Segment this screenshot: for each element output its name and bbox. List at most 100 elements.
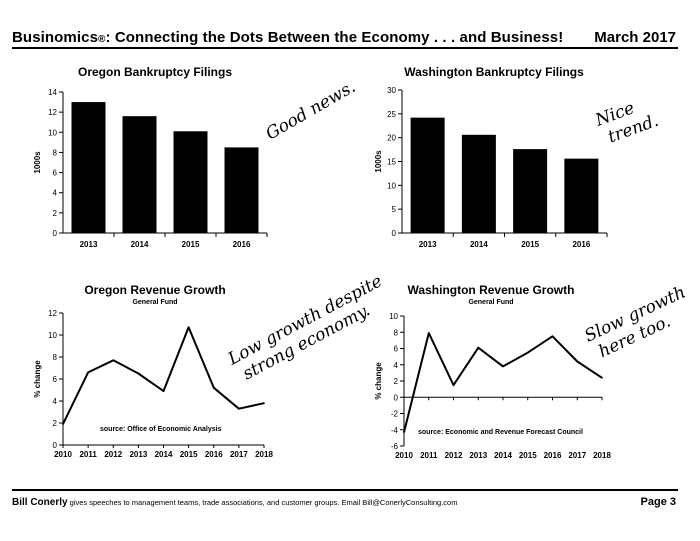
y-tick-label: 5 — [392, 205, 397, 214]
data-point — [187, 326, 190, 329]
source-note: source: Office of Economic Analysis — [100, 426, 222, 433]
y-tick-label: 8 — [53, 148, 58, 157]
x-tick-label: 2011 — [79, 450, 97, 459]
x-tick-label: 2013 — [129, 450, 147, 459]
y-tick-label: 25 — [387, 110, 396, 119]
x-tick-label: 2012 — [104, 450, 122, 459]
x-tick-label: 2014 — [155, 450, 173, 459]
x-tick-label: 2014 — [470, 240, 488, 249]
x-tick-label: 2017 — [568, 451, 586, 460]
data-point — [452, 384, 455, 386]
y-tick-label: 6 — [53, 169, 58, 178]
washington_revenue-chart: Washington Revenue Growth General Fund % c… — [374, 282, 698, 460]
footer-text: Bill Conerly gives speeches to managemen… — [12, 497, 458, 508]
x-tick-label: 2018 — [255, 450, 273, 459]
data-point — [212, 387, 215, 389]
bar — [224, 147, 259, 233]
chart-title: Washington Bankruptcy Filings — [404, 65, 584, 79]
handwritten-annotation: Nicetrend. — [592, 92, 661, 150]
annotation-line: Good news. — [263, 77, 360, 144]
y-axis-label: 1000s — [374, 150, 383, 173]
y-tick-label: 2 — [394, 377, 399, 386]
data-point — [427, 332, 430, 334]
x-tick-label: 2012 — [445, 451, 463, 460]
y-tick-label: 4 — [394, 361, 399, 370]
y-tick-label: 12 — [48, 108, 57, 117]
bar — [461, 134, 496, 233]
source-note: source: Economic and Revenue Forecast Co… — [418, 429, 583, 436]
chart-title: Washington Revenue Growth — [408, 283, 575, 297]
y-tick-label: 6 — [53, 375, 58, 384]
y-axis-label: % change — [374, 362, 383, 400]
chart-title: Oregon Revenue Growth — [84, 283, 225, 297]
y-tick-label: 2 — [53, 419, 58, 428]
chart-subtitle: General Fund — [132, 299, 177, 306]
data-point — [403, 431, 405, 433]
oregon_revenue-chart: Oregon Revenue Growth General Fund % chang… — [33, 271, 395, 459]
bar — [513, 149, 548, 233]
y-tick-label: 8 — [53, 353, 58, 362]
footer-rule — [12, 489, 678, 491]
x-tick-label: 2015 — [182, 240, 200, 249]
bar — [564, 158, 599, 233]
x-tick-label: 2016 — [572, 240, 590, 249]
y-tick-label: 0 — [53, 441, 58, 450]
y-tick-label: 2 — [53, 209, 58, 218]
data-point — [137, 372, 140, 375]
chart-subtitle: General Fund — [468, 299, 513, 306]
y-tick-label: 0 — [392, 229, 397, 238]
data-point — [551, 335, 554, 338]
page-date: March 2017 — [594, 29, 676, 46]
x-tick-label: 2015 — [180, 450, 198, 459]
y-tick-label: 10 — [387, 181, 396, 190]
data-point — [601, 376, 603, 379]
chart-title: Oregon Bankruptcy Filings — [78, 65, 232, 79]
x-tick-label: 2010 — [54, 450, 72, 459]
washington_bankruptcy-chart: Washington Bankruptcy Filings 1000s 0 5 10 15… — [374, 65, 661, 249]
y-tick-label: 12 — [48, 309, 57, 318]
y-axis-label: % change — [33, 360, 42, 398]
x-tick-label: 2014 — [494, 451, 512, 460]
x-tick-label: 2013 — [419, 240, 437, 249]
y-tick-label: -4 — [391, 426, 399, 435]
y-tick-label: 0 — [53, 229, 58, 238]
series-line — [403, 332, 603, 433]
x-tick-label: 2018 — [593, 451, 611, 460]
handwritten-annotation: Slow growthhere too. — [582, 282, 698, 364]
data-point — [87, 371, 89, 374]
data-point — [162, 390, 165, 392]
y-tick-label: 10 — [48, 331, 57, 340]
y-tick-label: 8 — [394, 328, 399, 337]
x-tick-label: 2010 — [395, 451, 413, 460]
y-tick-label: -2 — [391, 410, 399, 419]
series-line — [62, 326, 265, 425]
x-tick-label: 2011 — [420, 451, 438, 460]
y-tick-label: 4 — [53, 189, 58, 198]
x-tick-label: 2016 — [205, 450, 223, 459]
y-tick-label: 30 — [387, 86, 396, 95]
data-point — [62, 423, 64, 425]
x-tick-label: 2016 — [233, 240, 251, 249]
data-point — [477, 346, 480, 349]
y-tick-label: 10 — [48, 128, 57, 137]
bar — [173, 131, 208, 233]
data-point — [502, 365, 504, 368]
data-point — [112, 359, 115, 362]
oregon_bankruptcy-chart: Oregon Bankruptcy Filings 1000s 0 2 4 6 8 10 12 1… — [33, 65, 359, 249]
y-tick-label: 14 — [48, 88, 57, 97]
x-tick-label: 2013 — [80, 240, 98, 249]
x-tick-label: 2016 — [544, 451, 562, 460]
y-tick-label: 0 — [394, 393, 399, 402]
x-tick-label: 2017 — [230, 450, 248, 459]
y-tick-label: 6 — [394, 345, 399, 354]
x-tick-label: 2015 — [521, 240, 539, 249]
y-tick-label: 10 — [389, 312, 398, 321]
bar — [71, 102, 106, 233]
page-number: Page 3 — [640, 496, 676, 508]
handwritten-annotation: Good news. — [263, 77, 360, 144]
header-rule — [12, 47, 678, 49]
x-tick-label: 2015 — [519, 451, 537, 460]
handwritten-annotation: Low growth despitestrong economy. — [224, 271, 395, 387]
bar — [122, 116, 157, 233]
